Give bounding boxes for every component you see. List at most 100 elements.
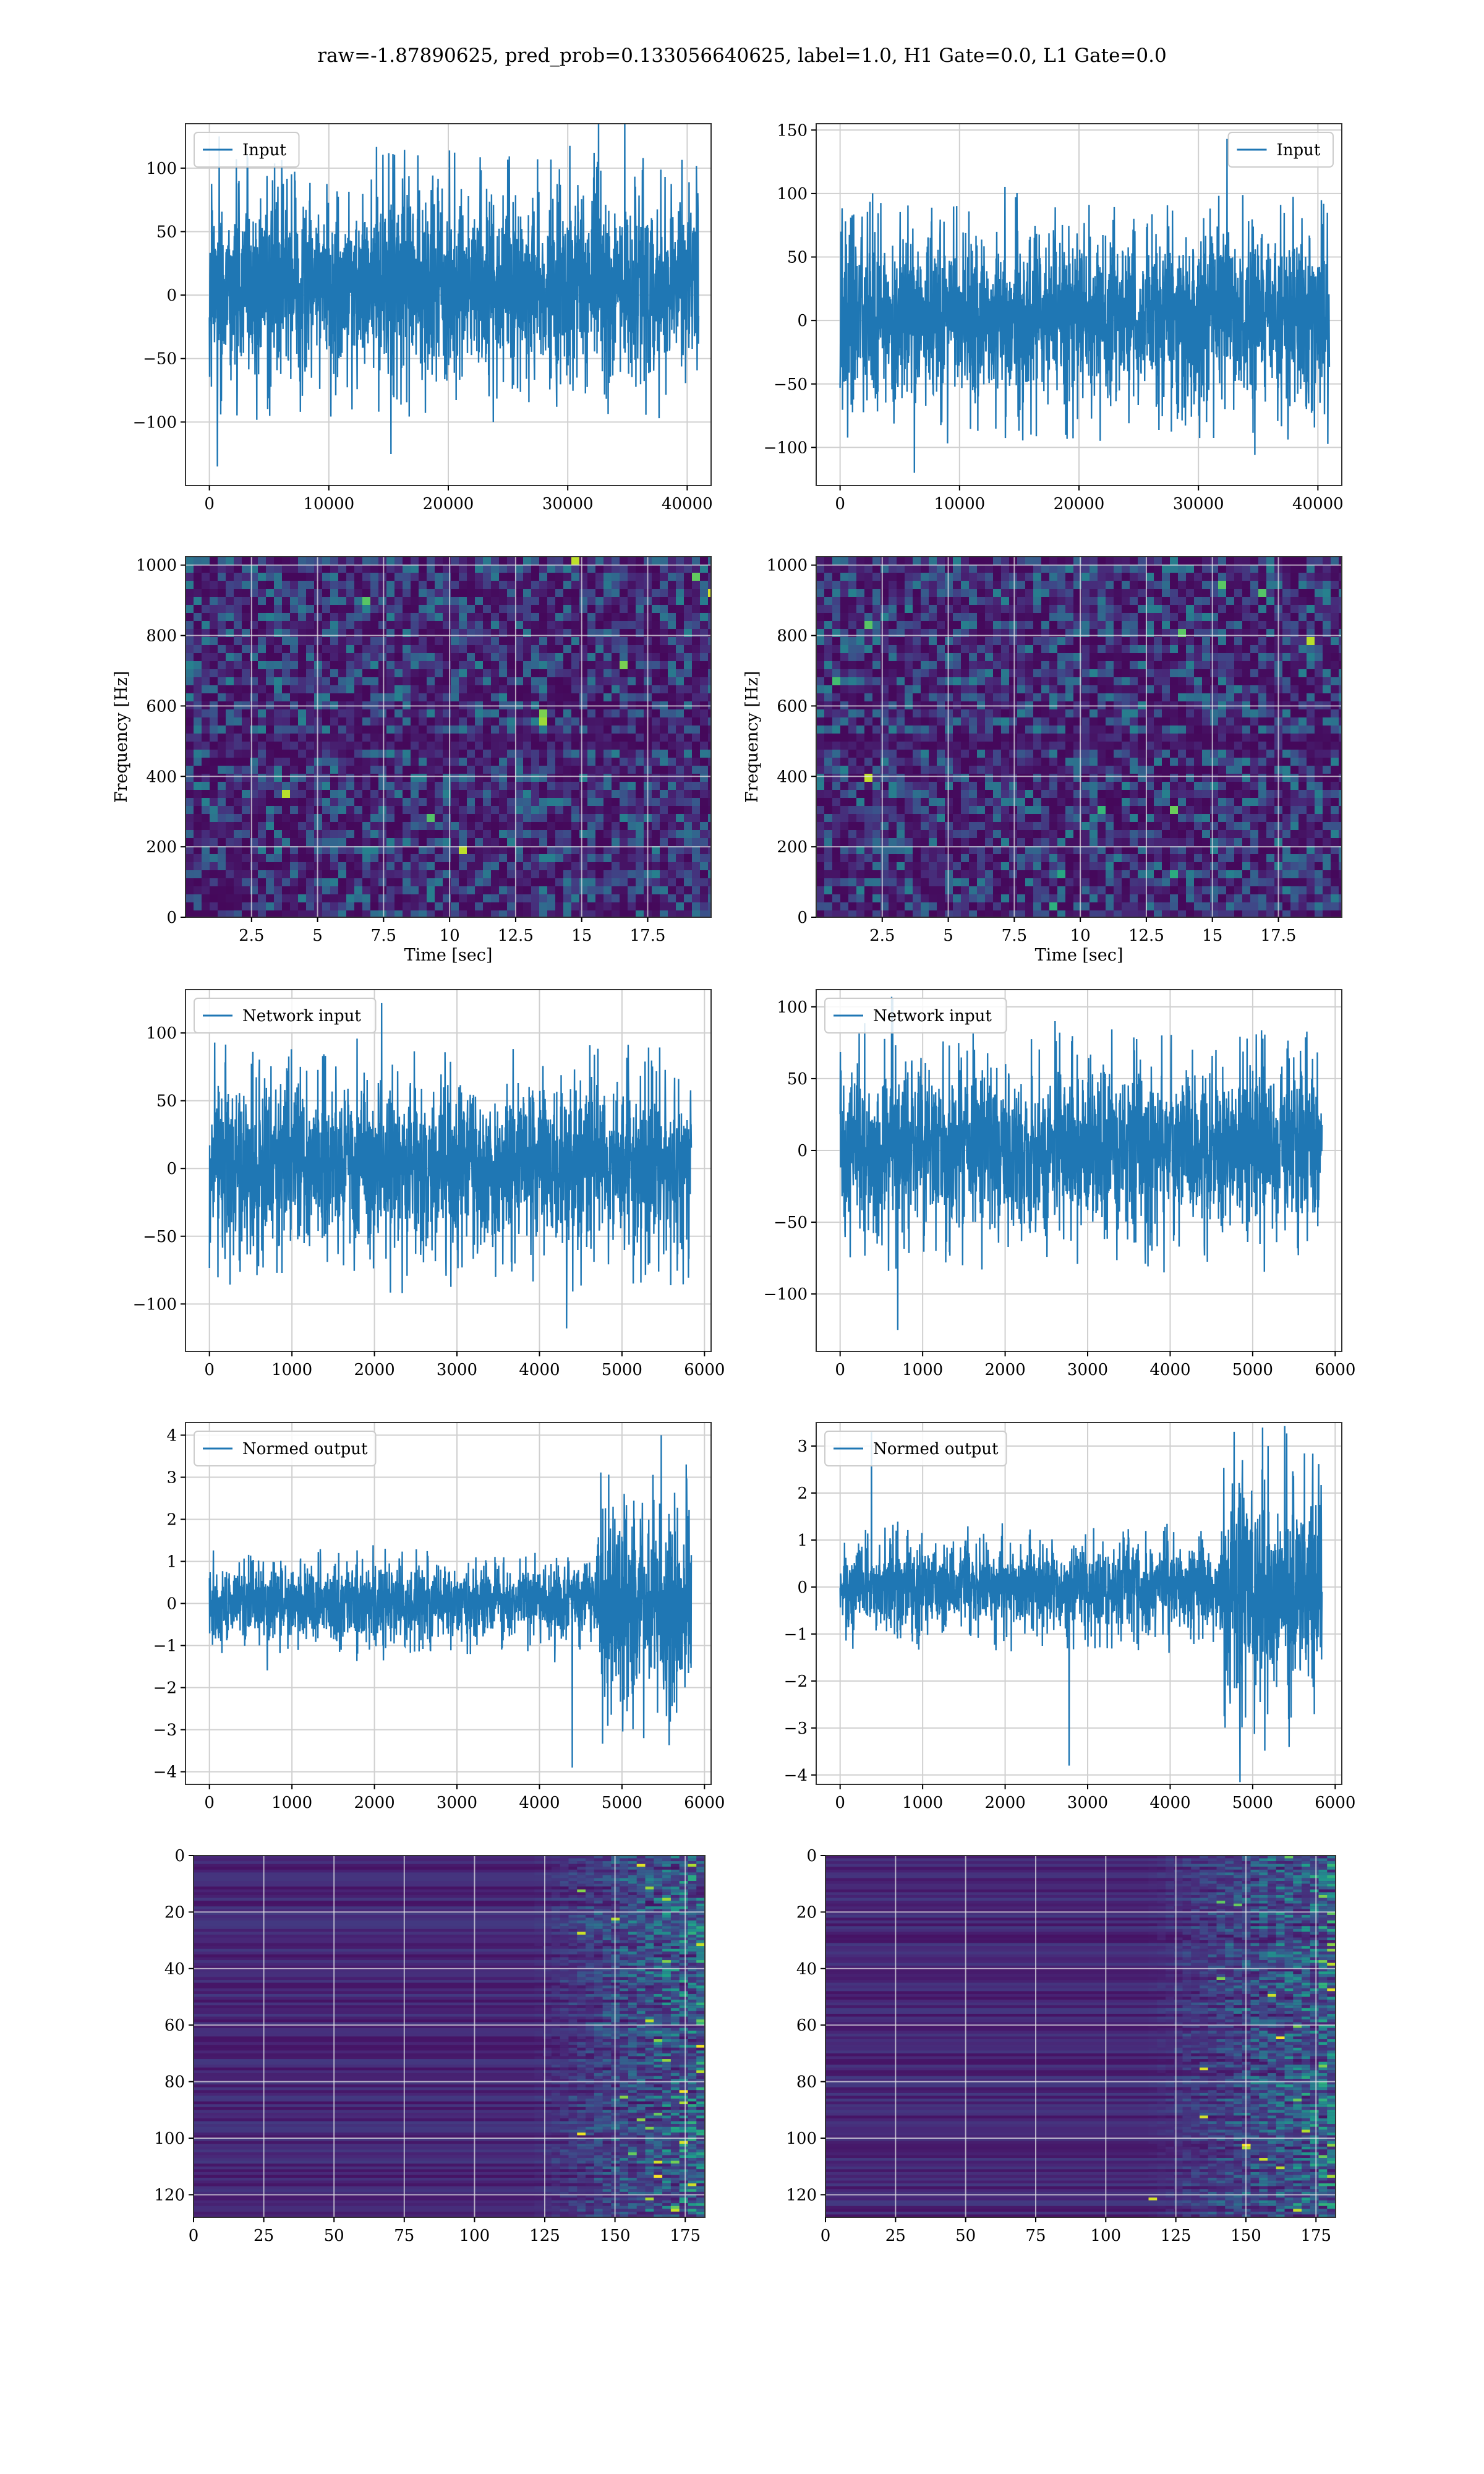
- y-tick-label: −50: [143, 350, 177, 369]
- ts-input-right-panel: Input 0 10000 20000 30000 40000 −100 −50 0 50 100 1…: [764, 121, 1344, 513]
- x-tick-label: 0: [835, 1794, 845, 1812]
- x-tick-label: 50: [955, 2227, 976, 2245]
- y-tick-label: 0: [166, 1160, 177, 1178]
- x-tick-label: 0: [204, 1794, 215, 1812]
- y-tick-label: −50: [774, 1213, 808, 1232]
- x-tick-label: 0: [835, 495, 845, 513]
- x-tick-label: 6000: [1315, 1361, 1355, 1379]
- y-tick-label: 800: [777, 627, 808, 646]
- img-right-panel: 0 25 50 75 100 125 150 175 0 20 40 60 80 100 120: [786, 1847, 1336, 2245]
- x-tick-label: 5: [312, 927, 323, 945]
- img-left-panel: 0 25 50 75 100 125 150 175 0 20 40 60 80 100 120: [154, 1847, 706, 2245]
- x-tick-label: 40000: [662, 495, 713, 513]
- x-tick-label: 6000: [1315, 1794, 1355, 1812]
- x-tick-label: 6000: [684, 1361, 725, 1379]
- x-tick-label: 2.5: [869, 927, 895, 945]
- y-tick-label: 3: [166, 1468, 177, 1487]
- x-tick-label: 4000: [519, 1361, 560, 1379]
- spec-left-x-axis-label: Time [sec]: [404, 946, 493, 965]
- ts-input-left-series-line: [208, 124, 700, 467]
- x-tick-label: 1000: [902, 1794, 943, 1812]
- y-tick-label: 100: [146, 1024, 177, 1043]
- y-tick-label: 20: [796, 1903, 817, 1922]
- x-tick-label: 0: [189, 2227, 199, 2245]
- x-tick-label: 75: [394, 2227, 414, 2245]
- ts-normed-right-frame: [816, 1422, 1342, 1785]
- spec-left-y-axis-label: Frequency [Hz]: [112, 671, 131, 803]
- legend-entry: Network input: [873, 1007, 992, 1025]
- y-tick-label: −4: [153, 1763, 177, 1782]
- y-tick-label: −1: [153, 1637, 177, 1656]
- y-tick-label: 120: [786, 2186, 817, 2204]
- spec-right-cells: [816, 557, 1342, 917]
- x-tick-label: 175: [670, 2227, 701, 2245]
- x-tick-label: 2.5: [239, 927, 264, 945]
- x-tick-label: 150: [600, 2227, 631, 2245]
- x-tick-label: 125: [529, 2227, 560, 2245]
- x-tick-label: 5000: [602, 1794, 642, 1812]
- img-right-cells: [825, 1856, 1336, 2217]
- y-tick-label: 600: [777, 697, 808, 716]
- x-tick-label: 30000: [542, 495, 594, 513]
- y-tick-label: −1: [784, 1625, 808, 1644]
- ts-network-left-series-line: [208, 1003, 693, 1329]
- x-tick-label: 2000: [354, 1794, 394, 1812]
- ts-input-left-panel: Input 0 10000 20000 30000 40000 −100 −50 0 50 100: [133, 123, 713, 513]
- x-tick-label: 2000: [984, 1361, 1025, 1379]
- legend-entry: Input: [242, 141, 286, 160]
- x-tick-label: 10000: [934, 495, 985, 513]
- y-tick-label: −50: [143, 1228, 177, 1246]
- x-tick-label: 15: [1202, 927, 1222, 945]
- ts-normed-left-legend: [194, 1431, 377, 1466]
- y-tick-label: 3: [797, 1437, 808, 1456]
- x-tick-label: 5000: [1232, 1361, 1273, 1379]
- y-tick-label: 200: [146, 838, 177, 857]
- x-tick-label: 0: [204, 495, 215, 513]
- x-tick-label: 3000: [1067, 1794, 1108, 1812]
- x-tick-label: 12.5: [1128, 927, 1164, 945]
- y-tick-label: 0: [166, 286, 177, 305]
- x-tick-label: 17.5: [630, 927, 666, 945]
- y-tick-label: 2: [166, 1510, 177, 1529]
- y-tick-label: 80: [796, 2073, 817, 2092]
- x-tick-label: 2000: [354, 1361, 394, 1379]
- legend-entry: Input: [1277, 141, 1321, 160]
- x-tick-label: 0: [835, 1361, 845, 1379]
- x-tick-label: 20000: [1054, 495, 1105, 513]
- ts-network-left-legend: [194, 998, 377, 1034]
- y-tick-label: 400: [777, 768, 808, 786]
- y-tick-label: −3: [153, 1721, 177, 1740]
- x-tick-label: 5000: [602, 1361, 642, 1379]
- y-tick-label: −4: [784, 1766, 808, 1785]
- x-tick-label: 100: [1090, 2227, 1121, 2245]
- y-tick-label: −50: [774, 375, 808, 394]
- figure-title: raw=-1.87890625, pred_prob=0.13305664062…: [317, 45, 1166, 67]
- ts-network-right-legend: [824, 998, 1007, 1034]
- legend-entry: Normed output: [242, 1440, 368, 1458]
- y-tick-label: 50: [787, 1070, 808, 1089]
- x-tick-label: 3000: [437, 1794, 477, 1812]
- spec-right-panel: 2.5 5 7.5 10 12.5 15 17.5 0 200 400 600 800 1000 Time…: [743, 556, 1342, 965]
- ts-normed-right-series-line: [839, 1426, 1323, 1783]
- x-tick-label: 1000: [271, 1794, 312, 1812]
- y-tick-label: 0: [166, 1595, 177, 1614]
- spec-right-frame: [816, 556, 1342, 918]
- ts-network-right-series-line: [839, 996, 1323, 1330]
- y-tick-label: 50: [156, 1092, 177, 1111]
- y-tick-label: −3: [784, 1719, 808, 1738]
- x-tick-label: 75: [1025, 2227, 1046, 2245]
- y-tick-label: 100: [154, 2129, 185, 2148]
- x-tick-label: 30000: [1173, 495, 1224, 513]
- y-tick-label: 150: [777, 121, 808, 140]
- spec-left-cells: [186, 557, 711, 917]
- ts-input-right-series-line: [839, 139, 1331, 473]
- x-tick-label: 125: [1161, 2227, 1192, 2245]
- x-tick-label: 50: [324, 2227, 344, 2245]
- ts-normed-right-legend: [824, 1431, 1007, 1466]
- legend-entry: Normed output: [873, 1440, 999, 1458]
- spec-right-y-axis-label: Frequency [Hz]: [743, 671, 762, 803]
- y-tick-label: 1000: [136, 557, 177, 575]
- y-tick-label: 0: [797, 1142, 808, 1160]
- x-tick-label: 0: [204, 1361, 215, 1379]
- ts-normed-right-panel: Normed output 0 1000 2000 3000 4000 5000 6000 −4…: [784, 1422, 1355, 1812]
